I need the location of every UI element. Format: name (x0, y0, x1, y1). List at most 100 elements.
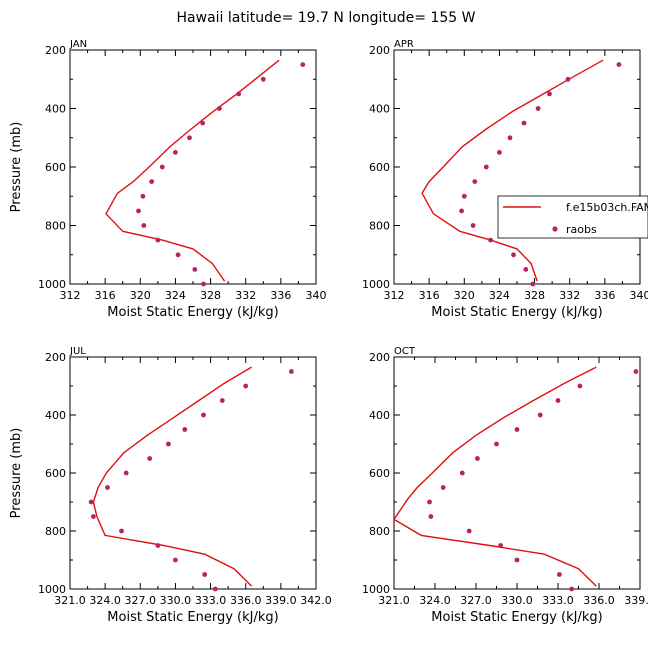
model-line-oct (393, 366, 597, 587)
obs-point-jan (217, 106, 222, 111)
obs-point-jul (166, 441, 171, 447)
x-tick-label-jan: 332 (235, 289, 256, 302)
panel-oct: OCT 321.0 324.0 327.0 330.0 333.0 336.0 339.0 20… (362, 346, 648, 625)
model-line-jan (105, 59, 280, 282)
obs-point-jan (200, 120, 206, 126)
x-tick-label-apr: 336 (594, 289, 615, 302)
obs-point-jul (202, 572, 208, 577)
obs-point-apr (616, 62, 622, 67)
x-tick-label-jan: 324 (165, 289, 186, 302)
model-line-jul (92, 366, 253, 587)
obs-point-apr (547, 91, 552, 97)
obs-point-apr (507, 135, 513, 141)
x-tick-label-jan: 336 (270, 289, 291, 302)
legend-model-label: f.e15b03ch.FAMI (566, 201, 648, 214)
panel-label-oct: OCT (394, 346, 416, 357)
panel-apr: APR 312 316 320 324 328 332 336 340 200 400 600 800 1… (362, 39, 648, 320)
x-tick-label-jul: 342.0 (300, 594, 332, 607)
y-tick-label-jan: 600 (45, 161, 66, 174)
legend-obs-label: raobs (566, 223, 597, 236)
obs-point-jan (300, 62, 306, 67)
panel-label-apr: APR (394, 39, 414, 50)
plot-frame-oct (393, 356, 641, 590)
x-tick-label-oct: 333.0 (542, 594, 574, 607)
obs-point-jan (192, 267, 198, 272)
panel-label-jan: JAN (69, 39, 87, 50)
obs-point-apr (483, 164, 489, 170)
obs-point-oct (475, 456, 480, 461)
obs-point-jul (212, 586, 218, 592)
obs-point-jan (159, 164, 165, 170)
obs-point-oct (577, 383, 583, 389)
x-tick-label-jul: 336.0 (230, 594, 262, 607)
figure-title: Hawaii latitude= 19.7 N longitude= 155 W (177, 10, 476, 26)
x-tick-label-apr: 316 (419, 289, 440, 302)
obs-point-jan (260, 76, 266, 82)
obs-point-jul (105, 485, 110, 490)
y-tick-label-apr: 1000 (362, 278, 390, 291)
obs-point-apr (521, 120, 527, 126)
x-tick-label-apr: 328 (524, 289, 545, 302)
obs-point-apr (472, 179, 478, 185)
obs-point-jul (289, 369, 294, 374)
y-tick-label-oct: 400 (369, 409, 390, 422)
panel-jan: JAN 312 316 320 324 328 332 336 340 200 400 600 800 1… (9, 39, 327, 320)
x-tick-label-jul: 327.0 (125, 594, 157, 607)
x-tick-label-apr: 324 (489, 289, 510, 302)
obs-point-oct (466, 528, 472, 534)
panels: JAN 312 316 320 324 328 332 336 340 200 400 600 800 1… (9, 39, 648, 625)
legend-box (497, 195, 648, 239)
obs-point-jul (201, 412, 206, 418)
obs-point-oct (427, 499, 432, 505)
y-tick-label-apr: 600 (369, 161, 390, 174)
x-tick-label-apr: 320 (454, 289, 475, 302)
legend: f.e15b03ch.FAMI raobs (497, 195, 648, 239)
obs-point-apr (530, 281, 536, 287)
x-tick-label-jan: 328 (200, 289, 221, 302)
obs-point-apr (511, 252, 516, 258)
obs-point-apr (488, 237, 493, 243)
x-tick-label-apr: 312 (384, 289, 405, 302)
obs-point-oct (569, 586, 575, 592)
x-tick-label-jul: 339.0 (265, 594, 297, 607)
obs-point-jul (182, 427, 188, 432)
obs-point-oct (514, 557, 520, 563)
x-tick-label-apr: 340 (630, 289, 648, 302)
x-tick-label-oct: 327.0 (460, 594, 492, 607)
y-tick-label-jul: 800 (45, 525, 66, 538)
x-axis-title-jul: Moist Static Energy (kJ/kg) (107, 610, 278, 625)
y-axis-title-jul: Pressure (mb) (9, 428, 24, 519)
x-tick-label-oct: 330.0 (501, 594, 533, 607)
obs-point-jul (91, 514, 96, 519)
y-tick-label-oct: 200 (369, 351, 390, 364)
x-tick-label-jul: 333.0 (195, 594, 227, 607)
y-tick-label-apr: 800 (369, 220, 390, 233)
obs-point-jul (119, 528, 124, 534)
obs-point-jan (140, 193, 146, 199)
obs-point-jan (236, 91, 242, 97)
y-tick-label-jul: 200 (45, 351, 66, 364)
obs-point-apr (565, 76, 571, 82)
obs-point-jul (243, 383, 249, 389)
obs-point-jan (173, 150, 178, 155)
x-axis-title-jan: Moist Static Energy (kJ/kg) (107, 305, 278, 320)
obs-point-oct (494, 441, 499, 447)
obs-point-oct (498, 543, 503, 548)
x-tick-label-oct: 321.0 (378, 594, 410, 607)
x-tick-label-jul: 321.0 (54, 594, 86, 607)
y-tick-label-apr: 200 (369, 44, 390, 57)
model-line-apr (421, 59, 604, 282)
y-tick-label-jul: 1000 (38, 583, 66, 596)
panel-label-jul: JUL (69, 346, 86, 357)
y-tick-label-oct: 600 (369, 467, 390, 480)
x-tick-label-jan: 316 (95, 289, 116, 302)
x-axis-title-oct: Moist Static Energy (kJ/kg) (431, 610, 602, 625)
x-tick-label-oct: 324.0 (419, 594, 451, 607)
obs-point-jul (88, 499, 94, 505)
obs-point-jul (219, 398, 225, 403)
obs-point-jul (147, 456, 153, 461)
y-tick-label-oct: 800 (369, 525, 390, 538)
x-tick-label-oct: 339.0 (624, 594, 648, 607)
obs-point-jan (201, 281, 206, 287)
